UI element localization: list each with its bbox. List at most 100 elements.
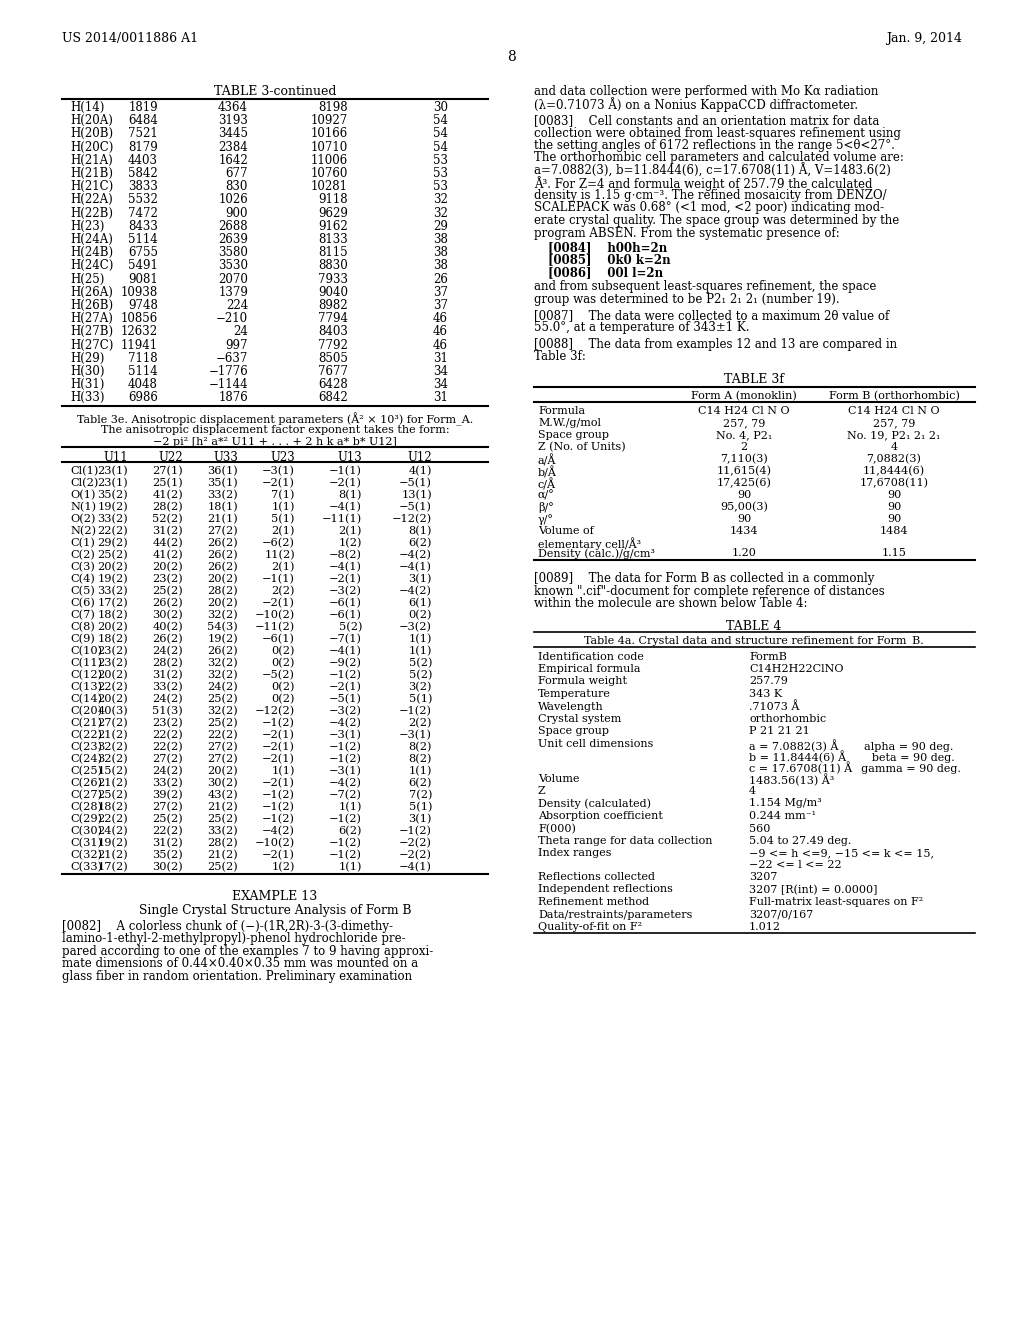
Text: 343 K: 343 K (749, 689, 782, 700)
Text: Quality-of-fit on F²: Quality-of-fit on F² (538, 921, 642, 932)
Text: 0.244 mm⁻¹: 0.244 mm⁻¹ (749, 810, 816, 821)
Text: 46: 46 (433, 339, 449, 351)
Text: Table 3f:: Table 3f: (534, 351, 586, 363)
Text: 41(2): 41(2) (153, 549, 183, 560)
Text: 24(2): 24(2) (153, 766, 183, 776)
Text: 21(2): 21(2) (207, 801, 238, 812)
Text: 26(2): 26(2) (207, 549, 238, 560)
Text: 4048: 4048 (128, 379, 158, 391)
Text: P 21 21 21: P 21 21 21 (749, 726, 810, 737)
Text: 1379: 1379 (218, 286, 248, 298)
Text: 25(2): 25(2) (207, 862, 238, 873)
Text: Density (calculated): Density (calculated) (538, 799, 651, 809)
Text: −22 <= l <= 22: −22 <= l <= 22 (749, 859, 842, 870)
Text: −1(2): −1(2) (329, 838, 362, 847)
Text: 25(2): 25(2) (97, 549, 128, 560)
Text: 11(2): 11(2) (264, 549, 295, 560)
Text: C(7): C(7) (70, 610, 95, 620)
Text: 18(2): 18(2) (97, 801, 128, 812)
Text: −3(2): −3(2) (399, 622, 432, 632)
Text: orthorhombic: orthorhombic (749, 714, 826, 723)
Text: 32(2): 32(2) (97, 742, 128, 752)
Text: 31(2): 31(2) (153, 669, 183, 680)
Text: 677: 677 (225, 168, 248, 180)
Text: C(33): C(33) (70, 862, 102, 873)
Text: 7,0882(3): 7,0882(3) (866, 454, 922, 465)
Text: 37: 37 (433, 286, 449, 298)
Text: 46: 46 (433, 313, 449, 325)
Text: C14 H24 Cl N O: C14 H24 Cl N O (848, 407, 940, 416)
Text: 31(2): 31(2) (153, 525, 183, 536)
Text: 10938: 10938 (121, 286, 158, 298)
Text: Space group: Space group (538, 726, 609, 737)
Text: 21(2): 21(2) (97, 850, 128, 859)
Text: 33(2): 33(2) (97, 513, 128, 524)
Text: b = 11.8444(6) Å   beta = 90 deg.: b = 11.8444(6) Å beta = 90 deg. (749, 750, 954, 763)
Text: 40(3): 40(3) (97, 706, 128, 715)
Text: Temperature: Temperature (538, 689, 611, 700)
Text: The anisotropic displacement factor exponent takes the form:: The anisotropic displacement factor expo… (100, 425, 450, 434)
Text: 7792: 7792 (318, 339, 348, 351)
Text: −2(1): −2(1) (329, 681, 362, 692)
Text: 28(2): 28(2) (153, 502, 183, 512)
Text: 20(2): 20(2) (97, 669, 128, 680)
Text: Form B (orthorhombic): Form B (orthorhombic) (828, 391, 959, 401)
Text: TABLE 3f: TABLE 3f (724, 374, 784, 385)
Text: −1(2): −1(2) (329, 742, 362, 752)
Text: 5532: 5532 (128, 194, 158, 206)
Text: 28(2): 28(2) (153, 657, 183, 668)
Text: 27(2): 27(2) (153, 801, 183, 812)
Text: 5(2): 5(2) (409, 657, 432, 668)
Text: −6(1): −6(1) (329, 610, 362, 620)
Text: 8830: 8830 (318, 260, 348, 272)
Text: C(1): C(1) (70, 537, 95, 548)
Text: 30(2): 30(2) (207, 777, 238, 788)
Text: 18(1): 18(1) (207, 502, 238, 512)
Text: Table 4a. Crystal data and structure refinement for Form_B.: Table 4a. Crystal data and structure ref… (584, 635, 924, 647)
Text: collection were obtained from least-squares refinement using: collection were obtained from least-squa… (534, 127, 901, 140)
Text: −7(2): −7(2) (329, 789, 362, 800)
Text: C(30): C(30) (70, 825, 102, 836)
Text: 20(2): 20(2) (97, 561, 128, 572)
Text: 25(2): 25(2) (153, 586, 183, 595)
Text: [0089]  The data for Form B as collected in a commonly: [0089] The data for Form B as collected … (534, 572, 874, 585)
Text: 90: 90 (737, 490, 752, 500)
Text: Wavelength: Wavelength (538, 701, 604, 711)
Text: 1.012: 1.012 (749, 921, 781, 932)
Text: C(5): C(5) (70, 586, 95, 595)
Text: 35(2): 35(2) (97, 490, 128, 500)
Text: 21(2): 21(2) (97, 777, 128, 788)
Text: −4(2): −4(2) (329, 718, 362, 727)
Text: −1(1): −1(1) (329, 466, 362, 477)
Text: 5(1): 5(1) (409, 801, 432, 812)
Text: C14 H24 Cl N O: C14 H24 Cl N O (698, 407, 790, 416)
Text: C(27): C(27) (70, 789, 102, 800)
Text: −1(2): −1(2) (329, 813, 362, 824)
Text: 8(2): 8(2) (409, 742, 432, 752)
Text: Data/restraints/parameters: Data/restraints/parameters (538, 909, 692, 920)
Text: 54: 54 (433, 115, 449, 127)
Text: −8(2): −8(2) (329, 549, 362, 560)
Text: 34: 34 (433, 379, 449, 391)
Text: Absorption coefficient: Absorption coefficient (538, 810, 663, 821)
Text: β/°: β/° (538, 502, 554, 513)
Text: −6(1): −6(1) (329, 598, 362, 609)
Text: 20(2): 20(2) (153, 561, 183, 572)
Text: 38: 38 (433, 234, 449, 246)
Text: 9118: 9118 (318, 194, 348, 206)
Text: 3(2): 3(2) (409, 681, 432, 692)
Text: 8433: 8433 (128, 220, 158, 232)
Text: α/°: α/° (538, 490, 555, 500)
Text: 3445: 3445 (218, 128, 248, 140)
Text: U12: U12 (408, 450, 432, 463)
Text: H(21C): H(21C) (70, 181, 114, 193)
Text: 22(2): 22(2) (153, 742, 183, 752)
Text: 10927: 10927 (310, 115, 348, 127)
Text: 5(1): 5(1) (409, 693, 432, 704)
Text: 25(2): 25(2) (153, 813, 183, 824)
Text: 7521: 7521 (128, 128, 158, 140)
Text: −4(2): −4(2) (329, 777, 362, 788)
Text: −4(2): −4(2) (399, 586, 432, 595)
Text: 6(2): 6(2) (409, 537, 432, 548)
Text: b/Å: b/Å (538, 466, 557, 478)
